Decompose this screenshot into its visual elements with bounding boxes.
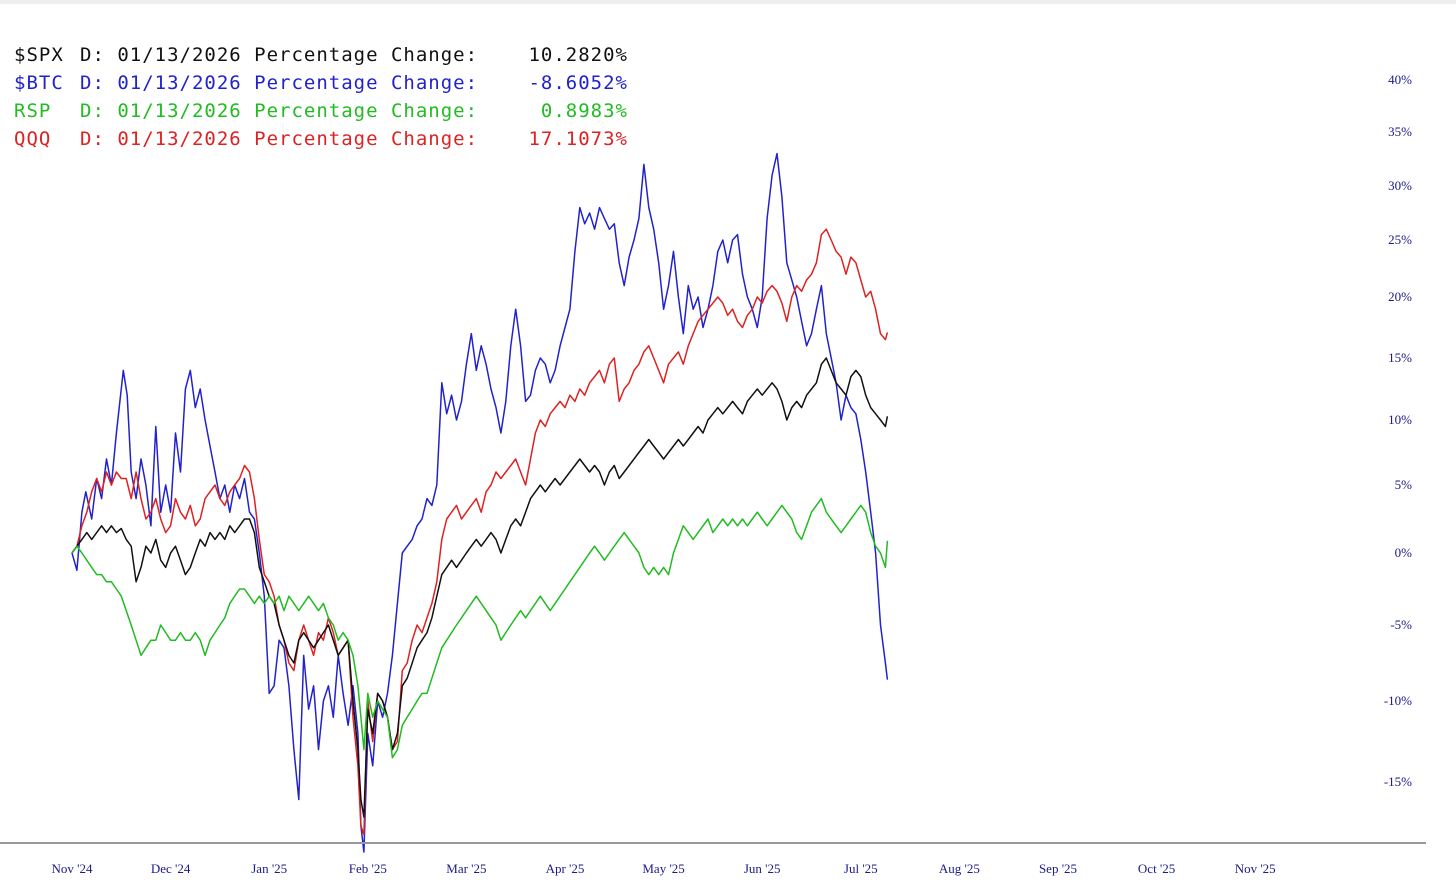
legend-text-btc: D: 01/13/2026 Percentage Change: <box>80 72 478 94</box>
legend-value-spx: 10.2820% <box>528 44 628 66</box>
legend: $SPX D: 01/13/2026 Percentage Change: 10… <box>14 44 628 150</box>
y-tick-label: 35% <box>1388 124 1412 139</box>
x-tick-label: Jun '25 <box>744 861 781 876</box>
legend-value-qqq: 17.1073% <box>528 128 628 150</box>
y-tick-label: 0% <box>1395 545 1413 560</box>
series-line-qqq <box>71 228 889 836</box>
y-tick-label: 40% <box>1388 72 1412 87</box>
x-tick-label: Oct '25 <box>1138 861 1175 876</box>
legend-text-rsp: D: 01/13/2026 Percentage Change: <box>80 100 478 122</box>
x-tick-label: Jan '25 <box>251 861 287 876</box>
series-line-spx <box>71 357 889 818</box>
series-layer <box>71 152 889 853</box>
legend-text-qqq: D: 01/13/2026 Percentage Change: <box>80 128 478 150</box>
legend-text-spx: D: 01/13/2026 Percentage Change: <box>80 44 478 66</box>
x-tick-label: Aug '25 <box>939 861 980 876</box>
x-tick-label: Mar '25 <box>446 861 486 876</box>
legend-symbol-spx: $SPX <box>14 44 64 66</box>
y-tick-label: 20% <box>1388 289 1412 304</box>
y-tick-label: -5% <box>1390 617 1412 632</box>
x-tick-label: Sep '25 <box>1039 861 1077 876</box>
x-tick-label: Dec '24 <box>151 861 191 876</box>
y-tick-label: 10% <box>1388 412 1412 427</box>
y-tick-label: -15% <box>1384 774 1412 789</box>
legend-value-btc: -8.6052% <box>528 72 628 94</box>
series-line-btc <box>71 152 889 853</box>
y-tick-label: 30% <box>1388 178 1412 193</box>
x-tick-label: May '25 <box>642 861 684 876</box>
x-axis: Nov '24 Dec '24 Jan '25 Feb '25 Mar '25 Apr '… <box>52 861 1276 876</box>
x-tick-label: Nov '25 <box>1235 861 1276 876</box>
x-tick-label: Nov '24 <box>52 861 93 876</box>
x-tick-label: Feb '25 <box>349 861 387 876</box>
series-line-rsp <box>71 497 889 759</box>
y-tick-label: 5% <box>1395 477 1413 492</box>
legend-symbol-rsp: RSP <box>14 100 51 122</box>
y-tick-label: 25% <box>1388 232 1412 247</box>
x-tick-label: Jul '25 <box>844 861 878 876</box>
y-tick-label: -10% <box>1384 693 1412 708</box>
legend-symbol-qqq: QQQ <box>14 128 51 150</box>
y-axis: 40% 35% 30% 25% 20% 15% 10% 5% 0% -5% -10% -15% <box>1384 72 1412 789</box>
legend-value-rsp: 0.8983% <box>541 100 628 122</box>
y-tick-label: 15% <box>1388 350 1412 365</box>
top-border <box>0 0 1456 4</box>
legend-symbol-btc: $BTC <box>14 72 64 94</box>
x-tick-label: Apr '25 <box>546 861 585 876</box>
